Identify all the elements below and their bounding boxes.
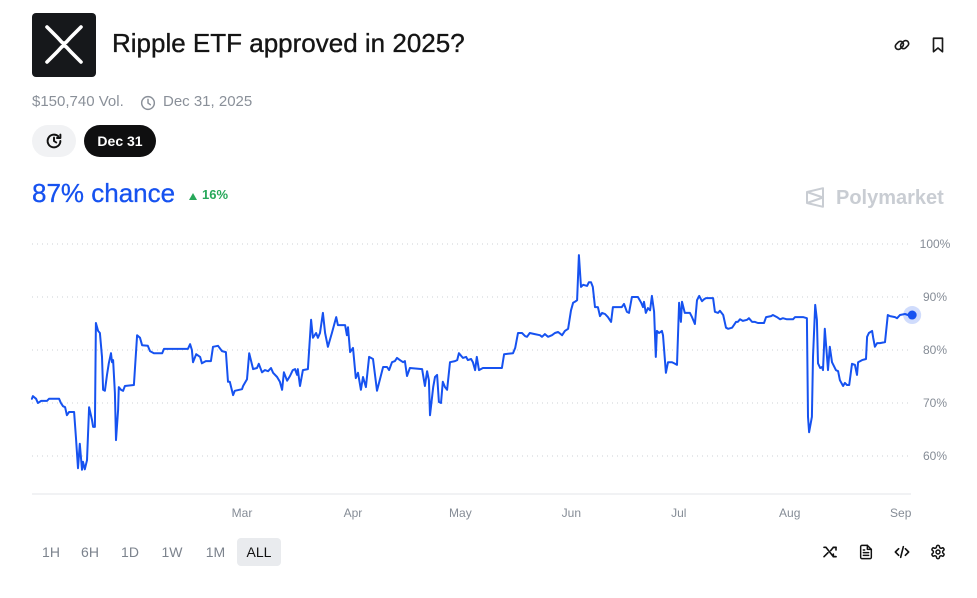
volume-text: $150,740 Vol. (32, 93, 124, 110)
date-filter-dec-31[interactable]: Dec 31 (84, 125, 156, 157)
end-date-text: Dec 31, 2025 (163, 93, 253, 110)
x-tick-label: Sep (890, 506, 912, 520)
chart-canvas[interactable]: 100% 90% 80% 70% 60% Mar Apr May Jun Jul Aug Sep (0, 228, 977, 528)
end-date-clock (140, 95, 156, 111)
y-tick-label: 80% (923, 343, 947, 357)
history-icon (46, 133, 62, 149)
x-tick-label: Jun (562, 506, 581, 520)
probability-line[interactable] (30, 254, 914, 471)
x-tick-label: Apr (344, 506, 363, 520)
y-tick-label: 100% (920, 237, 951, 251)
range-1w-button[interactable]: 1W (161, 544, 183, 560)
x-tick-label: Mar (232, 506, 253, 520)
history-button[interactable] (32, 125, 76, 157)
x-tick-label: Aug (779, 506, 800, 520)
x-tick-label: May (449, 506, 472, 520)
polymarket-watermark-text: Polymarket (836, 187, 944, 209)
chance-value: 87% chance (32, 178, 176, 208)
chance-change: 16% (202, 187, 229, 202)
y-tick-label: 60% (923, 449, 947, 463)
x-tick-label: Jul (671, 506, 686, 520)
bookmark-icon (932, 37, 944, 53)
bookmark-button[interactable] (929, 36, 947, 54)
range-1h-button[interactable]: 1H (42, 544, 60, 560)
document-icon (859, 544, 873, 560)
range-1m-button[interactable]: 1M (205, 544, 226, 560)
range-all-button[interactable]: ALL (237, 538, 281, 566)
range-6h-button[interactable]: 6H (81, 544, 99, 560)
polymarket-watermark-logo (805, 187, 825, 208)
xrp-logo-icon (45, 25, 83, 64)
market-title: Ripple ETF approved in 2025? (112, 28, 465, 58)
y-tick-label: 90% (923, 290, 947, 304)
link-icon (894, 39, 910, 51)
shuffle-button[interactable] (822, 544, 838, 560)
clock-icon (140, 95, 156, 111)
chart-settings-button[interactable] (930, 544, 946, 560)
shuffle-icon (823, 546, 837, 558)
y-tick-label: 70% (923, 396, 947, 410)
embed-code-button[interactable] (894, 544, 910, 560)
triangle-up-icon (189, 193, 197, 200)
range-1d-button[interactable]: 1D (121, 544, 139, 560)
code-icon (894, 545, 910, 559)
settings-icon (931, 544, 945, 560)
price-chart[interactable]: 100% 90% 80% 70% 60% Mar Apr May Jun Jul Aug Sep (0, 228, 977, 528)
time-range-selector: 1H 6H 1D 1W 1M ALL (32, 538, 281, 566)
current-point-dot (907, 310, 917, 320)
polymarket-logo-icon (806, 187, 824, 208)
rules-document-button[interactable] (858, 544, 874, 560)
market-logo (32, 13, 96, 77)
copy-link-button[interactable] (893, 36, 911, 54)
